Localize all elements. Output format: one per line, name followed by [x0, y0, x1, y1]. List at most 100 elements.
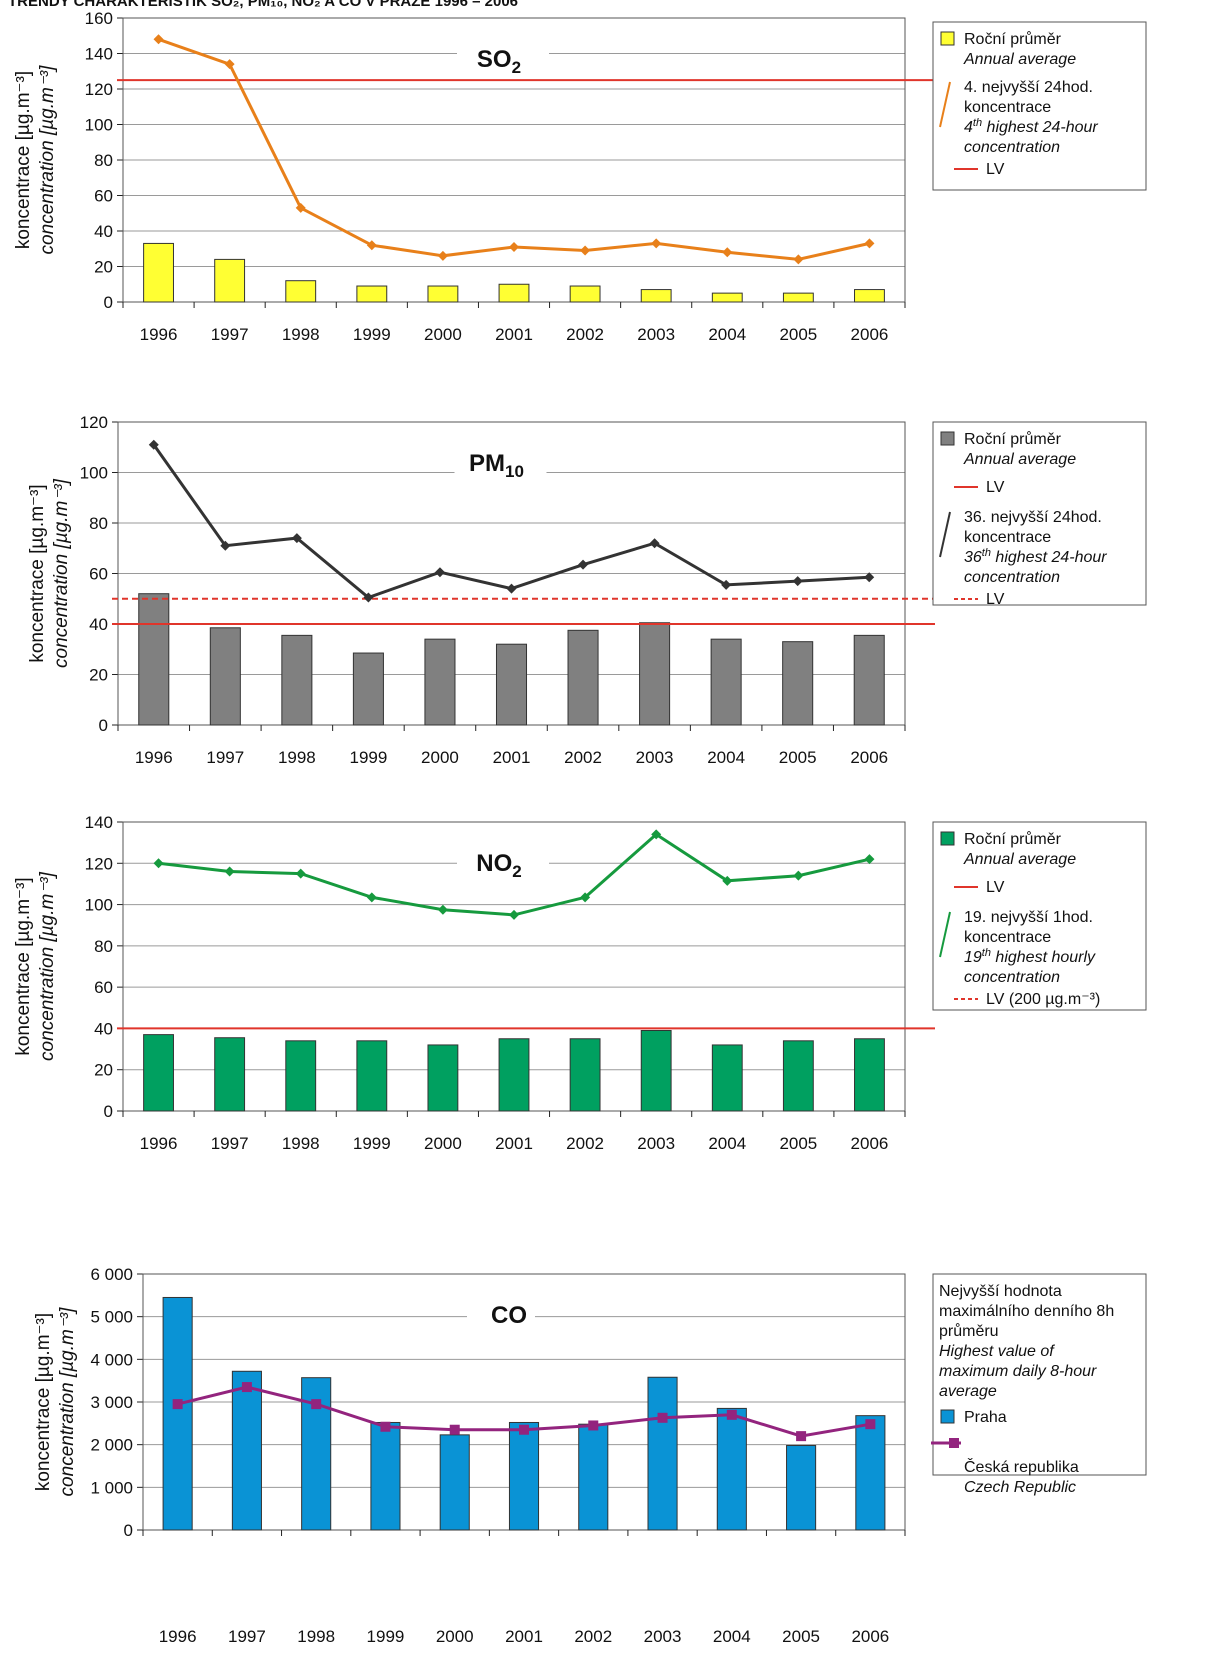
x-tick-label: 1997 — [211, 1134, 249, 1153]
y-tick-label: 120 — [85, 854, 113, 873]
legend-label-italic: Annual average — [963, 851, 1076, 868]
legend-text-italic: maximum daily 8-hour — [939, 1363, 1097, 1380]
legend-label: LV — [986, 879, 1005, 896]
chart-title-main: CO — [491, 1302, 527, 1329]
y-tick-label: 40 — [94, 222, 113, 241]
line-point — [649, 538, 660, 549]
x-tick-label: 2003 — [636, 748, 674, 767]
x-tick-label: 1998 — [282, 325, 320, 344]
line-point — [519, 1424, 529, 1435]
bar — [214, 1037, 246, 1112]
x-tick-label: 2001 — [493, 748, 531, 767]
legend-swatch-box — [940, 31, 955, 46]
legend-text: koncentrace — [964, 529, 1051, 546]
line-point — [864, 854, 875, 865]
line-point — [796, 1431, 807, 1442]
bar — [370, 1421, 401, 1531]
line-point — [366, 892, 377, 903]
y-tick-label: 0 — [99, 716, 108, 735]
bar — [578, 1423, 609, 1531]
line-point — [506, 583, 517, 594]
line-point — [578, 559, 589, 570]
y-tick-label: 20 — [94, 258, 113, 277]
x-tick-label: 1997 — [211, 325, 249, 344]
pm10-chart: 0 20 40 60 80 100 120 PM10 1996 1997 1998 1999 2000 2… — [27, 413, 1147, 767]
line-point — [509, 241, 519, 252]
x-tick-label: 2000 — [436, 1627, 474, 1646]
y-tick-label: 80 — [94, 151, 113, 170]
y-tick-label: 100 — [85, 896, 113, 915]
y-tick-label: 80 — [89, 514, 108, 533]
line-point — [588, 1420, 599, 1431]
bar — [640, 289, 672, 303]
legend-text: koncentrace — [964, 929, 1051, 946]
legend-box — [932, 1273, 1147, 1476]
x-tick-label: 2006 — [851, 1627, 889, 1646]
legend-text-italic: Highest value of — [939, 1343, 1055, 1360]
legend-label: LV (200 µg.m⁻³) — [986, 991, 1100, 1008]
legend-swatch-square — [949, 1438, 959, 1448]
x-tick-label: 1998 — [297, 1627, 335, 1646]
y-axis-label-italic: concentration [µg.m⁻³] — [57, 1307, 78, 1497]
so2-chart: 0 20 40 60 80 100 120 140 160 SO2 1996 1997 1998 1999… — [13, 9, 1147, 344]
line-point — [153, 34, 164, 45]
legend-box — [932, 21, 1147, 191]
line-point — [449, 1424, 460, 1435]
page-title: TRENDY CHARAKTERISTIK SO₂, PM₁₀, NO₂ A C… — [8, 0, 519, 10]
x-tick-label: 2006 — [851, 1134, 889, 1153]
y-tick-label: 6 000 — [90, 1265, 133, 1284]
bar — [498, 283, 530, 303]
line-point — [311, 1399, 322, 1410]
line-point — [437, 904, 448, 915]
x-tick-label: 2003 — [637, 1134, 675, 1153]
line-point — [295, 868, 306, 879]
y-tick-label: 1 000 — [90, 1478, 133, 1497]
y-tick-label: 2 000 — [90, 1436, 133, 1455]
legend-label: LV — [986, 591, 1005, 608]
line-point — [224, 59, 235, 70]
y-axis-label: koncentrace [µg.m⁻³] — [13, 877, 34, 1055]
bar — [647, 1376, 678, 1531]
line-point — [651, 829, 662, 840]
line-point — [366, 240, 377, 251]
y-tick-label: 100 — [80, 464, 108, 483]
chart-title-subscript: 10 — [505, 462, 524, 481]
legend-text: maximálního denního 8h — [939, 1303, 1114, 1320]
y-tick-label: 140 — [85, 45, 113, 64]
legend-text: 36. nejvyšší 24hod. — [964, 509, 1102, 526]
line-point — [172, 1399, 183, 1410]
x-tick-label: 2000 — [424, 325, 462, 344]
legend-text-italic: average — [939, 1383, 997, 1400]
y-tick-label: 5 000 — [90, 1308, 133, 1327]
y-tick-label: 0 — [104, 1102, 113, 1121]
bar — [854, 289, 885, 303]
chart-title-bg — [457, 43, 549, 77]
y-axis-label-italic: concentration [µg.m⁻³] — [37, 65, 58, 255]
legend-label: LV — [986, 161, 1005, 178]
chart-title-main: NO — [476, 850, 512, 877]
bar — [567, 629, 599, 726]
legend-text: 4. nejvyšší 24hod. — [964, 79, 1093, 96]
bar — [569, 285, 601, 303]
x-tick-label: 2002 — [574, 1627, 612, 1646]
bar — [439, 1434, 470, 1531]
x-tick-label: 2004 — [713, 1627, 751, 1646]
bar — [508, 1421, 540, 1531]
bar — [285, 280, 317, 303]
bar — [710, 638, 742, 726]
x-tick-label: 1999 — [367, 1627, 405, 1646]
x-tick-label: 1997 — [228, 1627, 266, 1646]
bar — [143, 1034, 174, 1112]
x-tick-label: 1996 — [135, 748, 173, 767]
y-tick-label: 60 — [89, 565, 108, 584]
line-point — [380, 1421, 391, 1432]
legend-swatch-box — [940, 431, 955, 446]
legend-text-italic: concentration — [964, 969, 1060, 986]
y-tick-label: 160 — [85, 9, 113, 28]
line-point — [726, 1409, 737, 1420]
x-tick-label: 2002 — [566, 1134, 604, 1153]
bar — [639, 622, 671, 726]
legend-label: Česká republika — [964, 1457, 1079, 1476]
x-tick-label: 2003 — [637, 325, 675, 344]
line-point — [437, 250, 448, 261]
